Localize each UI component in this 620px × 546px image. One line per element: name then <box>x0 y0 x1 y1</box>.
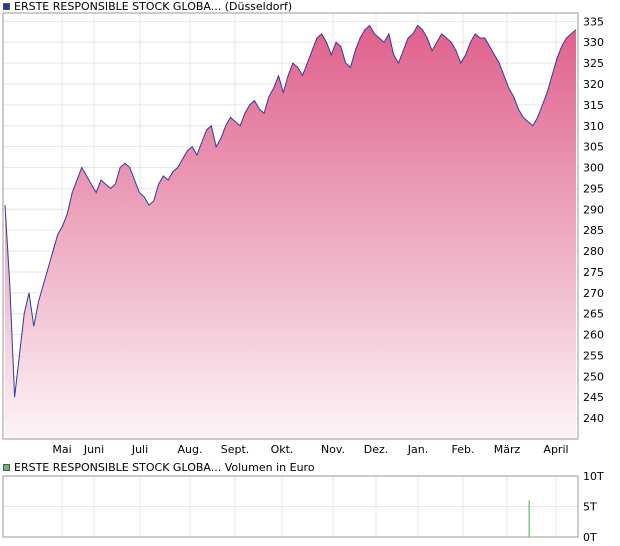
price-y-tick-label: 330 <box>583 36 604 49</box>
price-y-tick-label: 300 <box>583 162 604 175</box>
volume-grid <box>3 475 578 538</box>
volume-legend-label: ERSTE RESPONSIBLE STOCK GLOBA... Volumen… <box>14 461 315 474</box>
volume-bar <box>528 500 530 537</box>
volume-plot-border <box>2 475 579 538</box>
price-x-tick-label: April <box>543 443 568 456</box>
price-y-tick-label: 295 <box>583 182 604 195</box>
price-y-tick-label: 310 <box>583 120 604 133</box>
price-line <box>4 24 577 398</box>
price-y-tick-label: 265 <box>583 308 604 321</box>
price-x-tick-label: Jan. <box>407 443 428 456</box>
price-x-tick-label: Feb. <box>452 443 475 456</box>
price-y-tick-label: 325 <box>583 57 604 70</box>
price-legend-swatch <box>3 3 10 10</box>
volume-y-axis: 0T 5T 10T <box>583 470 604 544</box>
price-x-tick-label: März <box>494 443 521 456</box>
price-y-tick-label: 335 <box>583 15 604 28</box>
price-y-tick-label: 260 <box>583 329 604 342</box>
price-y-tick-label: 285 <box>583 224 604 237</box>
price-x-tick-label: Juli <box>131 443 148 456</box>
price-y-tick-label: 270 <box>583 287 604 300</box>
price-x-tick-label: Juni <box>83 443 104 456</box>
price-y-tick-label: 305 <box>583 141 604 154</box>
price-y-tick-label: 245 <box>583 391 604 404</box>
price-y-axis: 240 245 250 255 260 265 270 275 280 285 290 295 300 3… <box>583 15 604 425</box>
price-x-tick-label: Nov. <box>321 443 345 456</box>
price-legend-label: ERSTE RESPONSIBLE STOCK GLOBA... (Düssel… <box>14 0 293 13</box>
price-legend: ERSTE RESPONSIBLE STOCK GLOBA... (Düssel… <box>3 0 292 13</box>
price-x-tick-label: Aug. <box>178 443 203 456</box>
price-x-tick-label: Mai <box>52 443 71 456</box>
price-y-tick-label: 280 <box>583 245 604 258</box>
price-y-tick-label: 240 <box>583 412 604 425</box>
price-y-tick-label: 320 <box>583 78 604 91</box>
volume-bars <box>528 500 530 537</box>
volume-legend-swatch <box>3 464 10 471</box>
price-y-tick-label: 275 <box>583 266 604 279</box>
price-x-tick-label: Okt. <box>271 443 294 456</box>
price-x-axis: Mai Juni Juli Aug. Sept. Okt. Nov. Dez. Jan. Feb.… <box>52 443 568 456</box>
price-x-tick-label: Dez. <box>364 443 389 456</box>
price-x-tick-label: Sept. <box>221 443 250 456</box>
price-area <box>5 25 576 440</box>
price-y-tick-label: 250 <box>583 370 604 383</box>
volume-y-tick-label: 5T <box>583 501 597 514</box>
volume-y-tick-label: 10T <box>583 470 604 483</box>
volume-legend: ERSTE RESPONSIBLE STOCK GLOBA... Volumen… <box>3 461 315 474</box>
price-plot-border <box>2 12 579 440</box>
price-y-tick-label: 255 <box>583 349 604 362</box>
price-y-tick-label: 290 <box>583 203 604 216</box>
price-y-tick-label: 315 <box>583 99 604 112</box>
volume-y-tick-label: 0T <box>583 531 597 544</box>
